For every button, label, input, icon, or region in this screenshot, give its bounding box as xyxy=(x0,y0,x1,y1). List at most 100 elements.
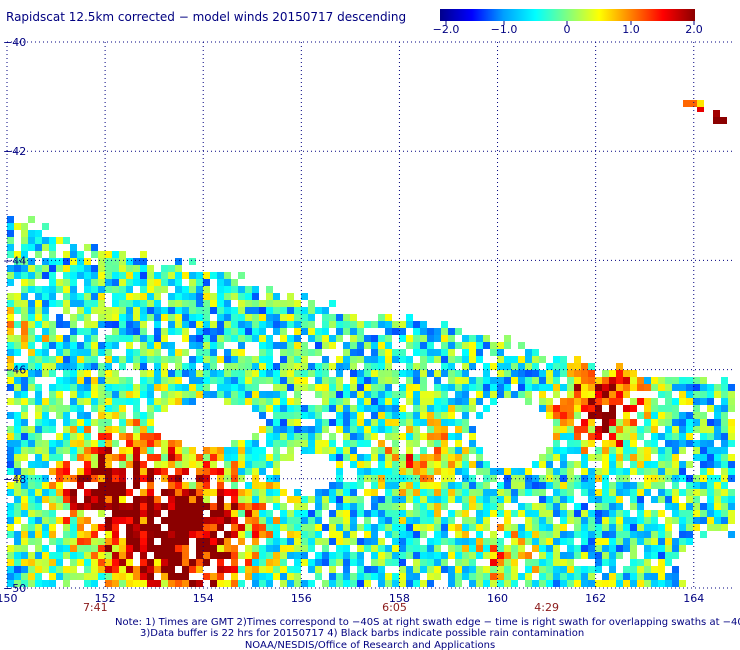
heatmap-cell xyxy=(581,468,588,475)
heatmap-cell xyxy=(441,468,448,475)
heatmap-cell xyxy=(133,384,140,391)
heatmap-cell xyxy=(413,489,420,496)
heatmap-cell xyxy=(63,545,70,552)
heatmap-cell xyxy=(616,489,623,496)
heatmap-cell xyxy=(133,524,140,531)
heatmap-cell xyxy=(336,370,343,377)
heatmap-cell xyxy=(322,363,329,370)
heatmap-cell xyxy=(84,552,91,559)
heatmap-cell xyxy=(56,552,63,559)
heatmap-cell xyxy=(182,384,189,391)
heatmap-cell xyxy=(329,377,336,384)
heatmap-cell xyxy=(308,545,315,552)
heatmap-cell xyxy=(581,398,588,405)
heatmap-cell xyxy=(630,559,637,566)
heatmap-cell xyxy=(147,265,154,272)
heatmap-cell xyxy=(266,314,273,321)
heatmap-cell xyxy=(84,377,91,384)
heatmap-cell xyxy=(77,524,84,531)
heatmap-cell xyxy=(378,405,385,412)
heatmap-cell xyxy=(245,447,252,454)
heatmap-cell xyxy=(371,510,378,517)
heatmap-cell xyxy=(147,349,154,356)
heatmap-cell xyxy=(560,356,567,363)
heatmap-cell xyxy=(14,489,21,496)
heatmap-cell xyxy=(287,335,294,342)
heatmap-cell xyxy=(497,468,504,475)
heatmap-cell xyxy=(406,489,413,496)
heatmap-cell xyxy=(714,419,721,426)
heatmap-cell xyxy=(350,391,357,398)
heatmap-cell xyxy=(343,573,350,580)
heatmap-cell xyxy=(49,580,56,587)
heatmap-cell xyxy=(441,496,448,503)
heatmap-cell xyxy=(553,573,560,580)
heatmap-cell xyxy=(679,433,686,440)
heatmap-cell xyxy=(406,538,413,545)
heatmap-cell xyxy=(644,517,651,524)
heatmap-cell xyxy=(28,517,35,524)
heatmap-cell xyxy=(336,335,343,342)
heatmap-cell xyxy=(308,321,315,328)
heatmap-cell xyxy=(315,517,322,524)
heatmap-cell xyxy=(308,405,315,412)
heatmap-cell xyxy=(553,482,560,489)
heatmap-cell xyxy=(182,559,189,566)
heatmap-cell xyxy=(441,517,448,524)
heatmap-cell xyxy=(322,552,329,559)
heatmap-cell xyxy=(378,356,385,363)
heatmap-cell xyxy=(665,440,672,447)
heatmap-cell xyxy=(21,489,28,496)
heatmap-cell xyxy=(273,489,280,496)
heatmap-cell xyxy=(238,328,245,335)
heatmap-cell xyxy=(658,552,665,559)
heatmap-cell xyxy=(14,538,21,545)
heatmap-cell xyxy=(434,377,441,384)
heatmap-cell xyxy=(217,335,224,342)
heatmap-cell xyxy=(35,391,42,398)
heatmap-cell xyxy=(420,559,427,566)
heatmap-cell xyxy=(595,545,602,552)
heatmap-cell xyxy=(602,391,609,398)
heatmap-cell xyxy=(175,545,182,552)
heatmap-cell xyxy=(546,503,553,510)
heatmap-cell xyxy=(28,328,35,335)
heatmap-cell xyxy=(511,538,518,545)
heatmap-cell xyxy=(42,489,49,496)
heatmap-cell xyxy=(399,482,406,489)
heatmap-cell xyxy=(504,531,511,538)
heatmap-cell xyxy=(399,503,406,510)
heatmap-cell xyxy=(637,531,644,538)
heatmap-cell xyxy=(126,265,133,272)
heatmap-cell xyxy=(427,391,434,398)
heatmap-cell xyxy=(371,335,378,342)
heatmap-cell xyxy=(301,412,308,419)
heatmap-cell xyxy=(413,405,420,412)
heatmap-cell xyxy=(70,272,77,279)
heatmap-cell xyxy=(462,384,469,391)
heatmap-cell xyxy=(98,384,105,391)
heatmap-cell xyxy=(560,482,567,489)
heatmap-cell xyxy=(245,545,252,552)
heatmap-cell xyxy=(21,244,28,251)
heatmap-cell xyxy=(266,559,273,566)
heatmap-cell xyxy=(35,426,42,433)
heatmap-cell xyxy=(595,475,602,482)
heatmap-cell xyxy=(28,524,35,531)
heatmap-cell xyxy=(420,398,427,405)
heatmap-cell xyxy=(567,419,574,426)
heatmap-cell xyxy=(252,314,259,321)
heatmap-cell xyxy=(168,440,175,447)
heatmap-cell xyxy=(84,370,91,377)
heatmap-cell xyxy=(728,419,735,426)
heatmap-cell xyxy=(315,510,322,517)
heatmap-cell xyxy=(581,363,588,370)
heatmap-cell xyxy=(224,552,231,559)
heatmap-cell xyxy=(546,580,553,587)
heatmap-cell xyxy=(7,321,14,328)
heatmap-cell xyxy=(623,426,630,433)
heatmap-cell xyxy=(133,398,140,405)
heatmap-cell xyxy=(539,503,546,510)
heatmap-cell xyxy=(7,328,14,335)
heatmap-cell xyxy=(7,433,14,440)
